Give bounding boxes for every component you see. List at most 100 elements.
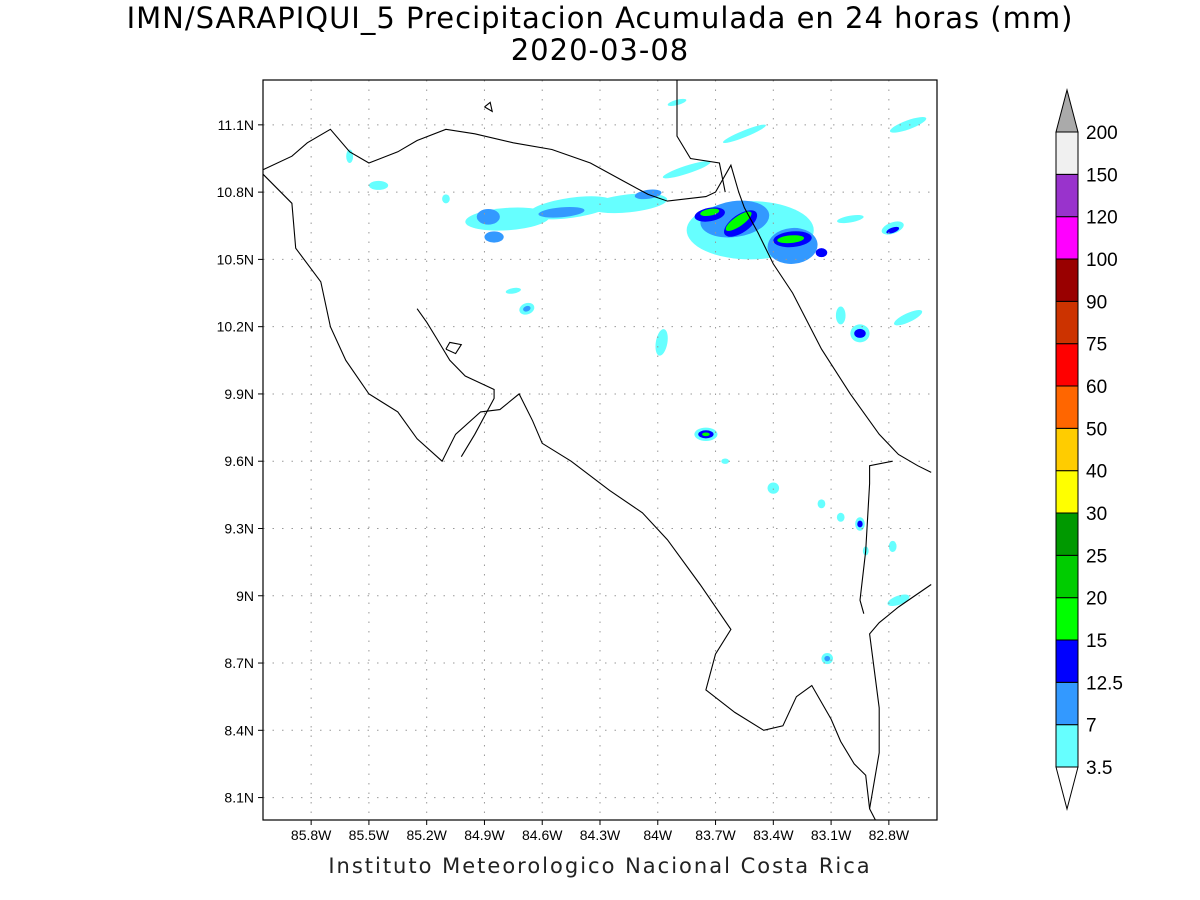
lat-tick-label: 10.5N	[217, 251, 254, 267]
precip-cell-17	[662, 161, 711, 179]
colorbar-label: 50	[1086, 419, 1107, 440]
colorbar-swatch	[1055, 512, 1079, 556]
precip-cell-38	[817, 499, 826, 509]
precip-cell-15	[777, 235, 805, 244]
coastline	[445, 341, 463, 355]
colorbar-swatch	[1055, 300, 1079, 345]
colorbar-label: 12.5	[1086, 673, 1123, 694]
colorbar-label: 90	[1086, 292, 1107, 313]
colorbar-swatch	[1055, 681, 1079, 726]
colorbar-swatch	[1055, 554, 1079, 599]
precip-cell-3	[476, 208, 500, 225]
coastline	[262, 173, 871, 809]
precip-cell-29	[702, 432, 710, 437]
precip-cell-34	[442, 194, 450, 204]
lat-tick-label: 10.8N	[217, 184, 254, 200]
colorbar-label: 120	[1086, 208, 1118, 229]
precip-cell-41	[857, 520, 863, 528]
colorbar-swatch	[1055, 258, 1079, 302]
precip-cell-31	[523, 305, 531, 312]
lon-tick-label: 83.7W	[695, 827, 736, 843]
precip-cell-16	[815, 248, 828, 258]
lat-tick-label: 10.2N	[217, 319, 254, 335]
precip-cell-32	[505, 287, 521, 294]
coastline	[869, 584, 932, 821]
precip-cell-26	[894, 310, 923, 326]
lon-tick-label: 85.8W	[291, 827, 332, 843]
lat-tick-label: 9.9N	[224, 386, 254, 402]
colorbar-swatch	[1055, 173, 1079, 218]
lon-tick-label: 83.4W	[753, 827, 794, 843]
colorbar-swatch	[1055, 470, 1079, 514]
lat-tick-label: 8.7N	[224, 655, 254, 671]
colorbar-swatch	[1055, 639, 1079, 683]
lon-tick-label: 84.3W	[580, 827, 621, 843]
precip-cell-18	[722, 124, 766, 144]
precip-cell-48	[721, 458, 730, 464]
precip-cell-13	[700, 208, 720, 217]
colorbar-swatch	[1055, 131, 1079, 175]
border-line	[676, 80, 726, 193]
colorbar-label: 20	[1086, 589, 1107, 610]
precipitation-layer	[346, 98, 927, 665]
colorbar-label: 60	[1086, 377, 1107, 398]
precip-cell-22	[886, 226, 900, 234]
precip-cell-4	[484, 231, 504, 243]
precip-cell-44	[887, 594, 910, 607]
colorbar-swatch	[1055, 385, 1079, 429]
colorbar-label: 100	[1086, 250, 1118, 271]
title-line-2: 2020-03-08	[510, 33, 690, 67]
colorbar-label: 7	[1086, 716, 1097, 737]
colorbar-label: 15	[1086, 631, 1107, 652]
lat-tick-label: 9N	[236, 588, 254, 604]
colorbar-swatch	[1055, 216, 1079, 260]
title-line-1: IMN/SARAPIQUI_5 Precipitacion Acumulada …	[126, 1, 1074, 35]
colorbar-swatch	[1055, 343, 1079, 387]
precip-cell-25	[835, 306, 846, 325]
precip-cell-39	[836, 512, 845, 522]
country-borders	[676, 80, 893, 614]
colorbar: 3.5 7 12.5 15 20 25 30 40 50 60 75 90 100 120 150 200	[1055, 88, 1123, 811]
lon-tick-label: 85.2W	[406, 827, 447, 843]
lon-tick-label: 83.1W	[811, 827, 852, 843]
lat-tick-label: 8.4N	[224, 722, 254, 738]
colorbar-label: 200	[1086, 123, 1118, 144]
coastline	[262, 128, 932, 473]
colorbar-label: 30	[1086, 504, 1107, 525]
chart-title: IMN/SARAPIQUI_5 Precipitacion Acumulada …	[0, 2, 1200, 66]
coastlines	[262, 101, 932, 821]
border-line	[859, 460, 893, 614]
colorbar-swatch	[1055, 597, 1079, 641]
coastline	[484, 101, 494, 113]
precip-cell-33	[368, 180, 389, 190]
colorbar-label: 25	[1086, 546, 1107, 567]
colorbar-label: 40	[1086, 462, 1107, 483]
precip-cell-46	[824, 655, 831, 662]
footer-credit: Instituto Meteorologico Nacional Costa R…	[328, 854, 872, 878]
precip-cell-14	[725, 211, 752, 231]
precip-cell-5	[538, 206, 585, 218]
lon-tick-label: 84W	[643, 827, 673, 843]
precip-cell-20	[837, 214, 864, 224]
colorbar-label: 150	[1086, 165, 1118, 186]
colorbar-label: 3.5	[1086, 758, 1112, 779]
map-frame	[262, 79, 938, 821]
colorbar-swatch	[1055, 724, 1079, 768]
lon-tick-label: 82.8W	[869, 827, 910, 843]
precip-cell-42	[888, 540, 897, 553]
gridlines	[263, 80, 937, 820]
lon-tick-label: 84.6W	[522, 827, 563, 843]
colorbar-swatch	[1055, 427, 1079, 472]
lat-tick-label: 9.6N	[224, 453, 254, 469]
axes: 11.1N 10.8N 10.5N 10.2N 9.9N 9.6N 9.3N 9N 8.7N 8.…	[217, 117, 910, 843]
lon-tick-label: 84.9W	[464, 827, 505, 843]
lon-tick-label: 85.5W	[349, 827, 390, 843]
precip-cell-47	[889, 117, 927, 133]
lat-tick-label: 8.1N	[224, 790, 254, 806]
coastline	[416, 308, 495, 457]
lat-tick-label: 11.1N	[218, 117, 254, 133]
precip-cell-36	[655, 329, 668, 356]
colorbar-under-arrow	[1055, 766, 1079, 811]
colorbar-label: 75	[1086, 335, 1107, 356]
